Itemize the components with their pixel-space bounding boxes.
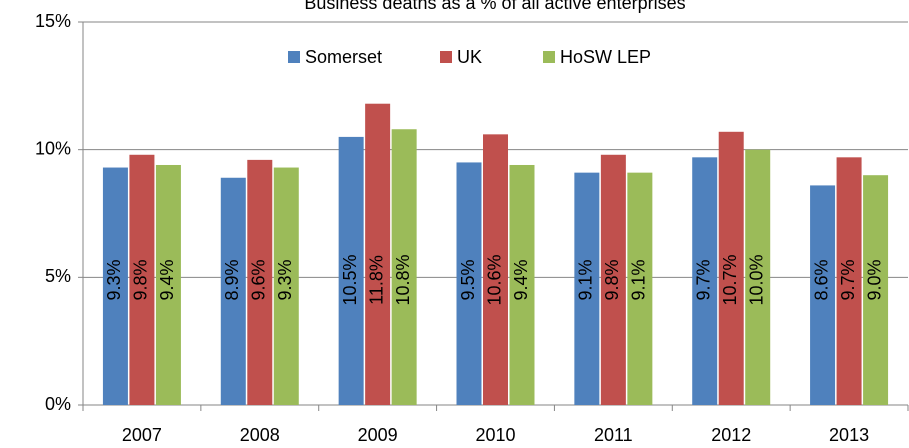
x-tick-label: 2007 xyxy=(122,425,162,445)
bar xyxy=(836,157,862,405)
data-label: 8.6% xyxy=(811,259,831,300)
legend-label: HoSW LEP xyxy=(560,47,651,67)
bar xyxy=(338,136,364,405)
data-label: 10.5% xyxy=(340,254,360,305)
bar xyxy=(391,129,417,406)
x-tick-label: 2013 xyxy=(829,425,869,445)
bar xyxy=(863,175,889,405)
bar xyxy=(102,167,128,405)
bar xyxy=(745,149,771,405)
bar xyxy=(718,131,744,405)
bar xyxy=(155,164,181,405)
data-label: 10.8% xyxy=(393,254,413,305)
data-label: 9.4% xyxy=(511,259,531,300)
bar xyxy=(483,134,508,405)
data-label: 9.3% xyxy=(275,259,295,300)
bar xyxy=(273,167,299,405)
data-label: 9.7% xyxy=(838,259,858,300)
data-label: 9.4% xyxy=(157,259,177,300)
data-label: 9.6% xyxy=(249,259,269,300)
bar xyxy=(220,177,246,405)
y-tick-label: 10% xyxy=(35,138,71,158)
data-label: 9.1% xyxy=(629,259,649,300)
data-label: 9.0% xyxy=(864,259,884,300)
data-label: 10.7% xyxy=(720,254,740,305)
data-label: 9.8% xyxy=(131,259,151,300)
legend-label: Somerset xyxy=(305,47,382,67)
bar xyxy=(627,172,653,405)
y-tick-label: 0% xyxy=(45,394,71,414)
data-label: 9.7% xyxy=(693,259,713,300)
legend-swatch xyxy=(543,51,555,63)
bar xyxy=(365,103,391,405)
bar xyxy=(692,157,718,405)
bar xyxy=(129,154,155,405)
data-label: 8.9% xyxy=(222,259,242,300)
x-tick-label: 2011 xyxy=(594,425,633,445)
bar xyxy=(509,164,535,405)
bar xyxy=(574,172,600,405)
data-label: 9.1% xyxy=(576,259,596,300)
legend-swatch xyxy=(440,51,452,63)
x-tick-label: 2009 xyxy=(358,425,398,445)
x-tick-label: 2012 xyxy=(711,425,751,445)
legend-swatch xyxy=(288,51,300,63)
data-label: 10.0% xyxy=(746,254,766,305)
x-tick-label: 2010 xyxy=(475,425,515,445)
y-tick-label: 15% xyxy=(35,11,71,31)
legend-label: UK xyxy=(457,47,482,67)
data-label: 9.3% xyxy=(104,259,124,300)
data-label: 9.8% xyxy=(602,259,622,300)
data-label: 11.8% xyxy=(366,255,386,305)
bar xyxy=(456,162,482,405)
data-label: 9.5% xyxy=(458,259,478,300)
x-tick-label: 2008 xyxy=(240,425,280,445)
data-label: 10.6% xyxy=(484,254,504,305)
bar xyxy=(600,154,626,405)
y-tick-label: 5% xyxy=(45,266,71,286)
bar xyxy=(247,159,273,405)
chart-title: Business deaths as a % of all active ent… xyxy=(304,0,685,13)
bar xyxy=(810,185,836,405)
